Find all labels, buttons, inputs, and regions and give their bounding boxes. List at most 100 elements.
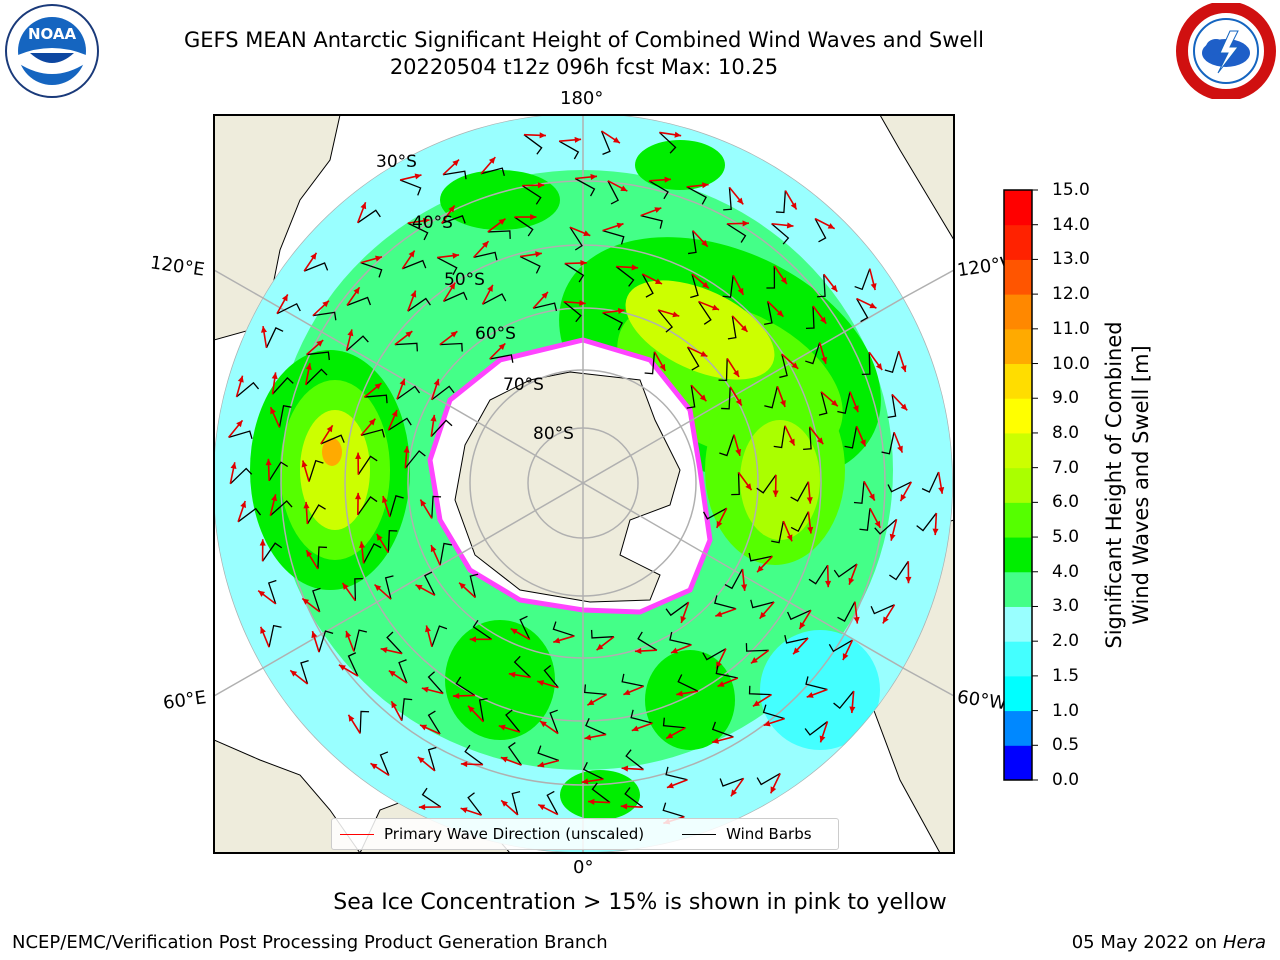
wind-barb <box>427 671 444 694</box>
wave-arrow-head <box>500 756 508 763</box>
wind-barb <box>402 259 427 270</box>
lat-label-70s: 70°S <box>503 375 544 395</box>
wind-barb <box>764 386 779 409</box>
wind-barb <box>648 180 669 200</box>
wave-arrow-head <box>391 701 398 709</box>
wind-barb <box>602 229 625 245</box>
wind-barb <box>591 782 611 804</box>
wind-barb <box>731 472 740 496</box>
wave-arrow-head <box>487 284 493 292</box>
wind-barb <box>237 507 262 523</box>
wave-arrow-head <box>676 690 683 697</box>
wind-barb <box>236 381 260 398</box>
wave-arrow-head <box>399 378 406 386</box>
wind-barb <box>267 579 277 605</box>
wind-barb <box>779 353 788 379</box>
wave-arrow-head <box>674 131 682 138</box>
wind-barb <box>312 311 337 321</box>
wave-arrow-head <box>322 300 329 308</box>
wave-arrow-head <box>460 807 468 814</box>
wave-arrow-head <box>452 252 460 259</box>
wind-barb <box>916 512 937 532</box>
wind-barb <box>686 346 700 371</box>
wave-arrow-head <box>422 217 430 224</box>
land-australia <box>214 115 341 341</box>
wind-barb <box>312 587 321 613</box>
wind-barb <box>786 609 812 621</box>
wind-barb <box>719 434 735 457</box>
wave-arrow-head <box>889 533 896 541</box>
wind-barb <box>464 744 484 766</box>
wave-arrow-head <box>821 356 828 364</box>
colorbar-tick-label: 0.0 <box>1052 770 1080 790</box>
land-africa <box>214 739 361 853</box>
wind-barb <box>229 467 253 485</box>
wave-arrow-head <box>541 291 548 299</box>
wind-barb <box>837 391 851 414</box>
wave-arrow-head <box>460 761 468 768</box>
wave-arrow-head <box>827 223 835 229</box>
wave-arrow-head <box>240 500 247 508</box>
wave-arrow-head <box>712 304 720 311</box>
wind-barb <box>278 404 292 428</box>
colorbar-label: Significant Height of Combined Wind Wave… <box>1101 285 1155 685</box>
wave-arrow-head <box>260 626 266 634</box>
colorbar-segment <box>1004 675 1032 712</box>
wave-arrow-head <box>468 705 475 713</box>
wind-barb <box>607 180 619 205</box>
wind-barb <box>582 761 604 780</box>
wave-arrow-head <box>759 611 767 619</box>
colorbar-segment <box>1004 294 1032 330</box>
wind-barb <box>537 745 560 762</box>
wind-barb <box>360 262 383 278</box>
wind-barb <box>519 256 541 274</box>
wind-barb <box>360 428 385 438</box>
wave-arrow-head <box>776 310 784 317</box>
wind-barb <box>771 223 790 245</box>
wave-arrow-head <box>699 394 707 402</box>
wind-barb <box>574 177 596 197</box>
map-frame-content <box>214 115 954 853</box>
wind-barb <box>887 394 897 419</box>
wave-arrow-head <box>488 157 496 164</box>
wave-arrow-head <box>620 185 628 192</box>
wave-arrow-head <box>405 331 413 338</box>
wave-arrow-head <box>807 526 814 534</box>
wind-barb <box>305 368 328 386</box>
wind-barb <box>874 518 897 535</box>
wave-arrow-head <box>290 670 298 677</box>
sea-ice-note: Sea Ice Concentration > 15% is shown in … <box>333 890 947 915</box>
wave-arrow-head <box>538 804 546 811</box>
wave-arrow-head <box>819 316 827 324</box>
wave-arrow-head <box>816 437 824 445</box>
wave-arrow-head <box>348 714 355 722</box>
wind-barb <box>472 619 493 640</box>
wind-barb <box>859 508 871 531</box>
date-text: 05 May 2022 on Hera <box>1072 932 1266 953</box>
wind-barb <box>546 790 559 815</box>
colorbar-segment <box>1004 467 1032 503</box>
wind-barb <box>543 664 559 688</box>
wave-arrow-head <box>265 458 272 466</box>
wind-barb <box>363 543 382 564</box>
colorbar-segment <box>1004 710 1032 746</box>
date-label: 05 May 2022 on <box>1071 932 1218 953</box>
wind-barb <box>467 792 483 816</box>
wave-arrow-head <box>735 448 742 456</box>
wave-arrow-head <box>374 584 382 592</box>
wind-barb <box>719 777 744 787</box>
wave-arrow-head <box>631 725 639 732</box>
wind-barb <box>702 648 727 661</box>
wind-barb <box>357 209 381 224</box>
wind-barb <box>439 542 452 566</box>
wind-barb <box>750 599 775 609</box>
wind-barb <box>357 455 378 475</box>
wave-arrow-head <box>375 255 382 262</box>
wave-arrow-head <box>342 582 349 590</box>
wind-barb <box>306 504 326 525</box>
wave-arrow-head <box>736 197 744 205</box>
wind-barb <box>764 301 773 326</box>
wave-arrow-head <box>418 804 426 811</box>
wind-barb <box>726 223 747 243</box>
wind-barb <box>386 631 403 655</box>
